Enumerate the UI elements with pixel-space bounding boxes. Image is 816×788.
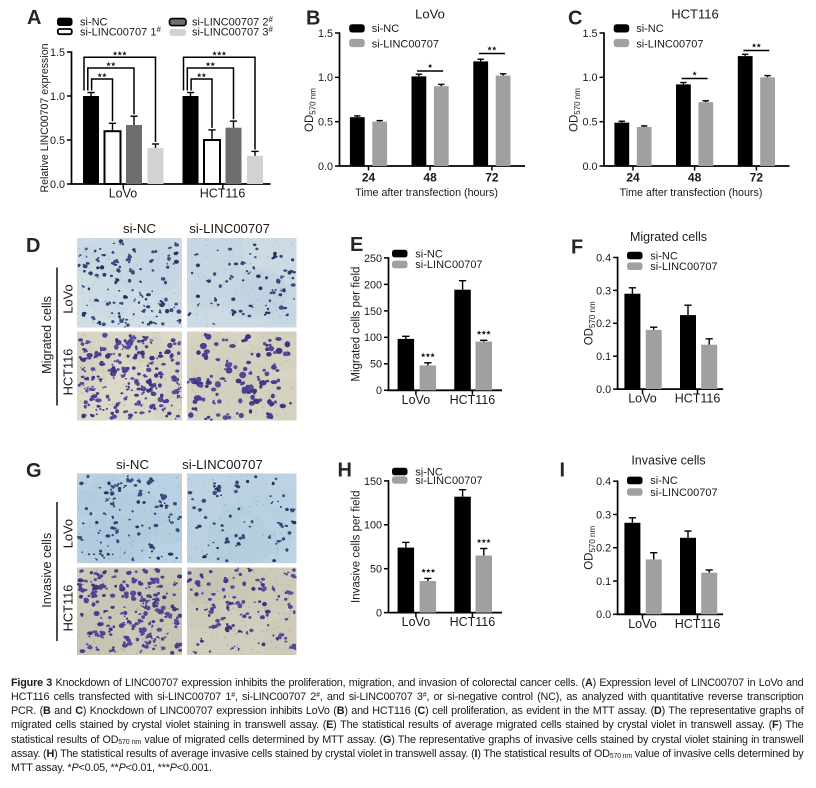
svg-text:HCT116: HCT116 xyxy=(671,7,718,22)
svg-text:A: A xyxy=(27,7,41,29)
svg-text:OD570 nm: OD570 nm xyxy=(584,525,598,569)
svg-text:si-LINC00707 1#: si-LINC00707 1# xyxy=(80,25,161,39)
svg-text:Relative LINC00707 expression: Relative LINC00707 expression xyxy=(39,43,51,192)
svg-text:D: D xyxy=(26,235,40,257)
svg-text:0.5: 0.5 xyxy=(582,117,597,129)
svg-text:0.4: 0.4 xyxy=(596,252,611,264)
svg-text:HCT116: HCT116 xyxy=(61,585,76,632)
svg-text:0.5: 0.5 xyxy=(50,135,65,147)
svg-text:F: F xyxy=(571,237,583,259)
svg-text:I: I xyxy=(560,459,566,481)
svg-text:0.4: 0.4 xyxy=(596,476,611,488)
svg-text:HCT116: HCT116 xyxy=(61,349,76,396)
svg-text:OD570 nm: OD570 nm xyxy=(569,88,583,132)
svg-text:0.3: 0.3 xyxy=(596,509,611,521)
svg-text:B: B xyxy=(306,7,320,29)
svg-text:0: 0 xyxy=(376,385,382,397)
svg-text:1.5: 1.5 xyxy=(318,28,333,40)
svg-text:si-LINC00707: si-LINC00707 xyxy=(189,221,270,236)
svg-text:0.2: 0.2 xyxy=(596,543,611,555)
svg-text:E: E xyxy=(350,234,363,256)
svg-text:0.0: 0.0 xyxy=(596,384,611,396)
svg-text:HCT116: HCT116 xyxy=(200,187,246,201)
svg-text:si-NC: si-NC xyxy=(650,475,678,487)
svg-text:150: 150 xyxy=(364,476,382,488)
svg-text:si-LINC00707 3#: si-LINC00707 3# xyxy=(192,25,273,39)
svg-text:OD570 nm: OD570 nm xyxy=(304,88,318,132)
svg-text:HCT116: HCT116 xyxy=(450,615,496,629)
svg-text:si-LINC00707: si-LINC00707 xyxy=(636,38,703,50)
svg-text:72: 72 xyxy=(485,171,499,185)
svg-text:LoVo: LoVo xyxy=(402,393,431,407)
svg-text:200: 200 xyxy=(364,279,382,291)
svg-text:si-NC: si-NC xyxy=(415,248,443,260)
svg-text:1.0: 1.0 xyxy=(50,91,65,103)
svg-text:Invasive cells: Invasive cells xyxy=(40,533,54,608)
svg-text:si-NC: si-NC xyxy=(116,457,149,472)
svg-text:1.5: 1.5 xyxy=(582,28,597,40)
svg-text:1.5: 1.5 xyxy=(50,47,65,59)
svg-text:Migrated cells per field: Migrated cells per field xyxy=(351,267,363,382)
svg-text:Time after transfection (hours: Time after transfection (hours) xyxy=(620,187,763,199)
svg-text:si-LINC00707: si-LINC00707 xyxy=(415,475,482,487)
svg-text:150: 150 xyxy=(364,306,382,318)
svg-text:1.0: 1.0 xyxy=(318,72,333,84)
svg-text:G: G xyxy=(26,460,42,482)
svg-text:si-NC: si-NC xyxy=(80,17,108,29)
svg-text:LoVo: LoVo xyxy=(628,617,657,631)
svg-text:24: 24 xyxy=(362,171,376,185)
svg-text:si-LINC00707: si-LINC00707 xyxy=(372,38,439,50)
svg-text:0.0: 0.0 xyxy=(50,179,65,191)
svg-text:0: 0 xyxy=(376,608,382,620)
svg-text:48: 48 xyxy=(688,171,702,185)
svg-text:si-LINC00707: si-LINC00707 xyxy=(650,261,717,273)
svg-text:C: C xyxy=(568,7,582,29)
svg-text:48: 48 xyxy=(423,171,437,185)
svg-text:si-NC: si-NC xyxy=(415,466,443,478)
svg-text:0.5: 0.5 xyxy=(318,117,333,129)
svg-text:250: 250 xyxy=(364,253,382,265)
svg-text:si-NC: si-NC xyxy=(123,221,156,236)
svg-text:si-LINC00707: si-LINC00707 xyxy=(182,457,263,472)
svg-text:Invasive cells per field: Invasive cells per field xyxy=(351,491,363,604)
svg-text:Migrated cells: Migrated cells xyxy=(40,296,54,374)
svg-text:OD570 nm: OD570 nm xyxy=(584,301,598,345)
svg-text:HCT116: HCT116 xyxy=(675,392,721,406)
svg-text:100: 100 xyxy=(364,332,382,344)
svg-text:si-LINC00707: si-LINC00707 xyxy=(650,487,717,499)
svg-text:LoVo: LoVo xyxy=(415,7,445,22)
svg-text:0.0: 0.0 xyxy=(582,161,597,173)
svg-text:LoVo: LoVo xyxy=(402,615,431,629)
svg-text:si-NC: si-NC xyxy=(636,23,664,35)
svg-text:50: 50 xyxy=(370,564,382,576)
svg-text:Invasive cells: Invasive cells xyxy=(631,454,705,468)
svg-text:Migrated cells: Migrated cells xyxy=(630,230,707,244)
svg-text:72: 72 xyxy=(750,171,764,185)
svg-text:LoVo: LoVo xyxy=(61,519,76,548)
svg-text:1.0: 1.0 xyxy=(582,72,597,84)
svg-text:si-NC: si-NC xyxy=(372,23,400,35)
svg-text:100: 100 xyxy=(364,520,382,532)
svg-text:Time after transfection (hours: Time after transfection (hours) xyxy=(355,187,498,199)
svg-text:si-LINC00707: si-LINC00707 xyxy=(415,259,482,271)
svg-text:0.0: 0.0 xyxy=(318,161,333,173)
svg-text:HCT116: HCT116 xyxy=(450,393,496,407)
svg-text:LoVo: LoVo xyxy=(61,284,76,313)
svg-text:LoVo: LoVo xyxy=(109,187,138,201)
svg-text:0.2: 0.2 xyxy=(596,318,611,330)
svg-text:H: H xyxy=(338,459,352,481)
svg-text:0.3: 0.3 xyxy=(596,285,611,297)
svg-text:LoVo: LoVo xyxy=(628,392,657,406)
svg-text:50: 50 xyxy=(370,359,382,371)
svg-text:0.1: 0.1 xyxy=(596,351,611,363)
svg-text:HCT116: HCT116 xyxy=(675,617,721,631)
svg-text:0.1: 0.1 xyxy=(596,576,611,588)
svg-text:0.0: 0.0 xyxy=(596,609,611,621)
svg-text:si-NC: si-NC xyxy=(650,250,678,262)
svg-text:si-LINC00707 2#: si-LINC00707 2# xyxy=(192,15,273,29)
svg-text:24: 24 xyxy=(626,171,640,185)
